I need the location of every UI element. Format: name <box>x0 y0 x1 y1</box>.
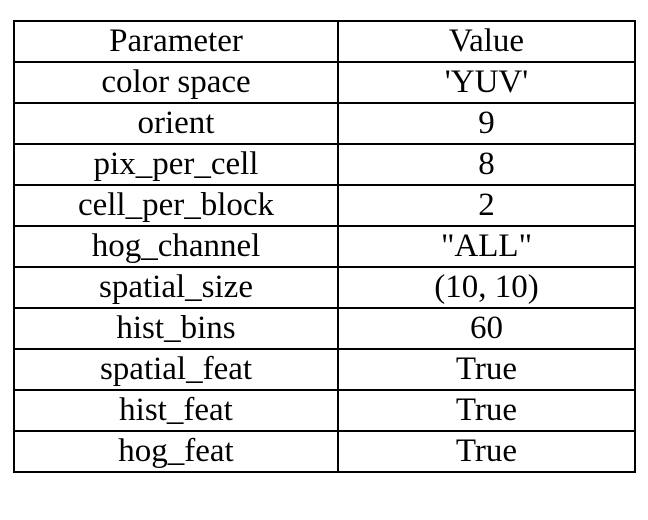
table-row: pix_per_cell 8 <box>13 143 636 186</box>
table-row: color space 'YUV' <box>13 61 636 104</box>
table-row: spatial_feat True <box>13 348 636 391</box>
parameter-cell: hog_feat <box>13 430 339 473</box>
parameter-cell: spatial_feat <box>13 348 339 391</box>
value-cell: 9 <box>337 102 636 145</box>
value-cell: 60 <box>337 307 636 350</box>
parameter-cell: pix_per_cell <box>13 143 339 186</box>
parameter-cell: spatial_size <box>13 266 339 309</box>
header-value: Value <box>337 20 636 63</box>
parameter-cell: hist_bins <box>13 307 339 350</box>
parameter-cell: color space <box>13 61 339 104</box>
table-row: hog_feat True <box>13 430 636 473</box>
value-cell: "ALL" <box>337 225 636 268</box>
table-row: hist_bins 60 <box>13 307 636 350</box>
table-row: orient 9 <box>13 102 636 145</box>
value-cell: (10, 10) <box>337 266 636 309</box>
parameter-cell: cell_per_block <box>13 184 339 227</box>
value-cell: True <box>337 430 636 473</box>
value-cell: True <box>337 348 636 391</box>
table-row: cell_per_block 2 <box>13 184 636 227</box>
parameter-cell: hog_channel <box>13 225 339 268</box>
parameter-table: Parameter Value color space 'YUV' orient… <box>13 20 636 473</box>
table-row: hog_channel "ALL" <box>13 225 636 268</box>
header-parameter: Parameter <box>13 20 339 63</box>
table-row: hist_feat True <box>13 389 636 432</box>
value-cell: 8 <box>337 143 636 186</box>
table-header-row: Parameter Value <box>13 20 636 63</box>
table-row: spatial_size (10, 10) <box>13 266 636 309</box>
value-cell: 'YUV' <box>337 61 636 104</box>
parameter-cell: orient <box>13 102 339 145</box>
value-cell: True <box>337 389 636 432</box>
value-cell: 2 <box>337 184 636 227</box>
parameter-cell: hist_feat <box>13 389 339 432</box>
